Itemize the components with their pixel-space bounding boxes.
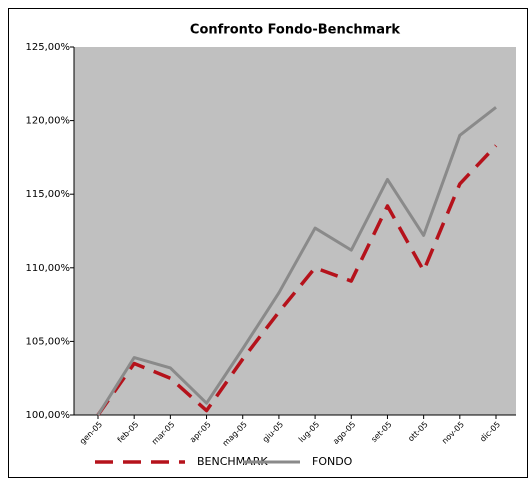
y-tick-label: 125,00%	[26, 42, 71, 53]
series-line	[96, 144, 498, 417]
y-tick-label: 105,00%	[26, 336, 71, 347]
y-tick-label: 110,00%	[26, 263, 71, 274]
y-tick-label: 115,00%	[26, 189, 71, 200]
legend-label: BENCHMARK	[197, 455, 268, 468]
chart-title: Confronto Fondo-Benchmark	[190, 23, 400, 38]
legend-label: FONDO	[312, 455, 353, 468]
y-tick-label: 120,00%	[26, 116, 71, 127]
series-line	[96, 106, 497, 416]
y-tick-label: 100,00%	[26, 410, 71, 421]
plot-area	[74, 47, 516, 415]
